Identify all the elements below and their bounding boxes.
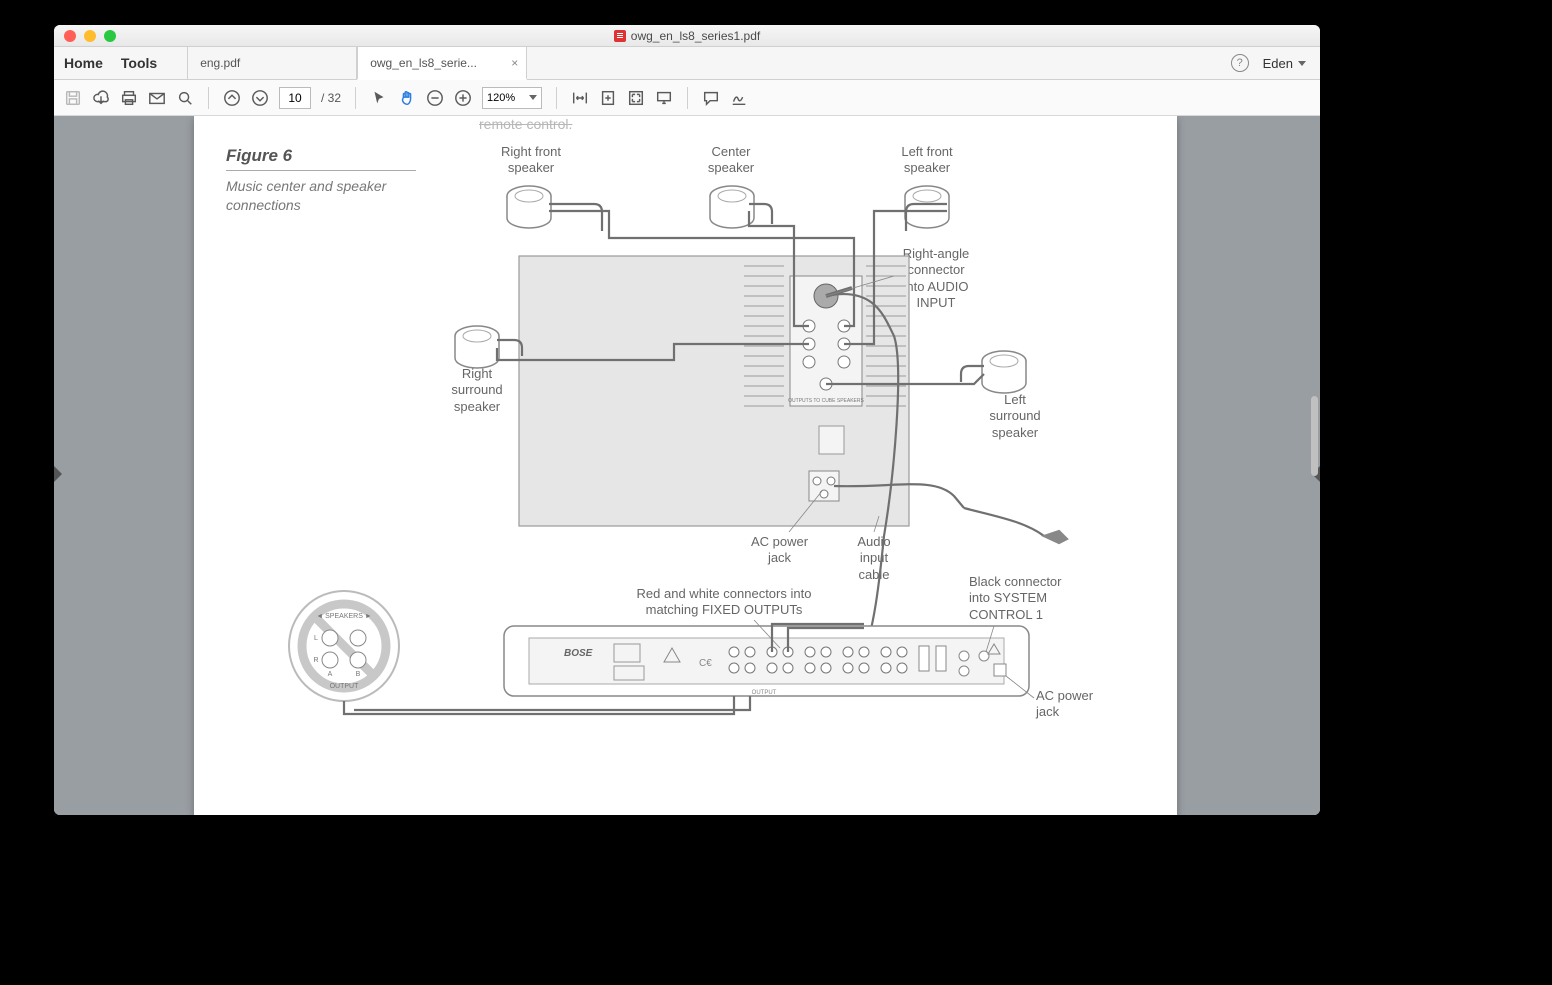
pdf-viewer[interactable]: remote control. Figure 6 Music center an… (54, 116, 1320, 815)
tab-owg-pdf[interactable]: owg_en_ls8_serie... × (357, 47, 527, 80)
hand-icon[interactable] (398, 89, 416, 107)
caret-down-icon (529, 95, 537, 100)
scrollbar[interactable] (1311, 236, 1318, 795)
fit-width-icon[interactable] (571, 89, 589, 107)
document-tabs: eng.pdf owg_en_ls8_serie... × (187, 47, 527, 79)
zoom-in-icon[interactable] (454, 89, 472, 107)
app-window: owg_en_ls8_series1.pdf Home Tools eng.pd… (54, 25, 1320, 815)
read-mode-icon[interactable] (655, 89, 673, 107)
svg-text:◄ SPEAKERS ►: ◄ SPEAKERS ► (316, 613, 371, 620)
svg-text:OUTPUTS TO CUBE SPEAKERS: OUTPUTS TO CUBE SPEAKERS (788, 398, 864, 404)
page-count: / 32 (321, 91, 341, 105)
connection-diagram: OUTPUTS TO CUBE SPEAKERS (194, 116, 1177, 815)
fit-page-icon[interactable] (599, 89, 617, 107)
svg-text:R: R (313, 657, 318, 664)
page-up-icon[interactable] (223, 89, 241, 107)
email-icon[interactable] (148, 89, 166, 107)
help-icon[interactable]: ? (1231, 54, 1249, 72)
zoom-out-icon[interactable] (426, 89, 444, 107)
titlebar: owg_en_ls8_series1.pdf (54, 25, 1320, 47)
svg-text:OUTPUT: OUTPUT (752, 690, 777, 696)
svg-text:B: B (356, 671, 361, 678)
close-icon[interactable] (64, 30, 76, 42)
toolbar: / 32 120% (54, 80, 1320, 116)
window-title: owg_en_ls8_series1.pdf (54, 29, 1320, 43)
search-icon[interactable] (176, 89, 194, 107)
comment-icon[interactable] (702, 89, 720, 107)
window-controls (64, 30, 116, 42)
pointer-icon[interactable] (370, 89, 388, 107)
svg-text:C€: C€ (699, 658, 712, 669)
zoom-select[interactable]: 120% (482, 87, 542, 109)
user-name: Eden (1263, 56, 1293, 71)
cloud-icon[interactable] (92, 89, 110, 107)
zoom-value: 120% (487, 92, 515, 104)
print-icon[interactable] (120, 89, 138, 107)
sign-icon[interactable] (730, 89, 748, 107)
user-menu[interactable]: Eden (1263, 56, 1306, 71)
fullscreen-icon[interactable] (627, 89, 645, 107)
save-icon[interactable] (64, 89, 82, 107)
close-icon[interactable]: × (511, 56, 518, 70)
tab-label: eng.pdf (200, 56, 240, 70)
menu-home[interactable]: Home (64, 55, 103, 71)
svg-text:A: A (328, 671, 333, 678)
pdf-icon (614, 30, 626, 42)
tab-eng-pdf[interactable]: eng.pdf (187, 47, 357, 79)
window-title-text: owg_en_ls8_series1.pdf (631, 29, 760, 43)
page-number-input[interactable] (279, 87, 311, 109)
tab-label: owg_en_ls8_serie... (370, 56, 477, 70)
page-down-icon[interactable] (251, 89, 269, 107)
svg-text:L: L (314, 635, 318, 642)
minimize-icon[interactable] (84, 30, 96, 42)
svg-text:BOSE: BOSE (564, 648, 593, 659)
maximize-icon[interactable] (104, 30, 116, 42)
pdf-page: remote control. Figure 6 Music center an… (194, 116, 1177, 815)
prev-page-edge[interactable] (54, 466, 62, 482)
scroll-thumb[interactable] (1311, 396, 1318, 476)
caret-down-icon (1298, 61, 1306, 66)
svg-text:OUTPUT: OUTPUT (330, 683, 360, 690)
menubar: Home Tools eng.pdf owg_en_ls8_serie... ×… (54, 47, 1320, 80)
menu-tools[interactable]: Tools (121, 55, 157, 71)
